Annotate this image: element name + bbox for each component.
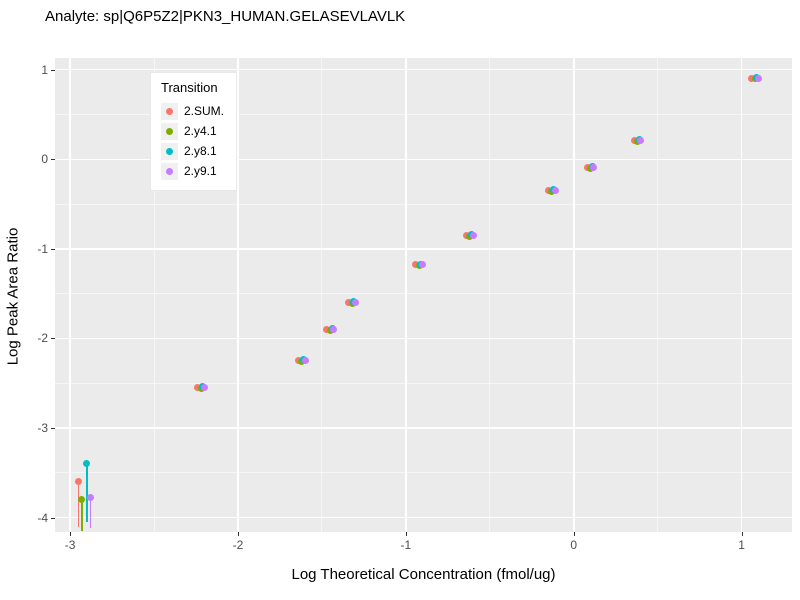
y-tick-label: 1 xyxy=(41,62,48,77)
gridline-minor-vertical xyxy=(657,58,659,532)
gridline-minor-horizontal xyxy=(55,113,792,115)
gridline-minor-vertical xyxy=(489,58,491,532)
y-tick-mark xyxy=(51,517,55,519)
y-tick-mark xyxy=(51,69,55,71)
data-point xyxy=(551,187,559,195)
gridline-minor-horizontal xyxy=(55,203,792,205)
x-tick-mark xyxy=(405,532,407,536)
legend-item-label: 2.SUM. xyxy=(184,104,225,118)
data-point xyxy=(590,163,598,171)
x-tick-mark xyxy=(741,532,743,536)
data-point xyxy=(86,494,94,502)
data-point xyxy=(330,325,338,333)
gridline-horizontal xyxy=(55,337,792,340)
range-segment xyxy=(89,497,91,529)
legend-key xyxy=(161,122,178,140)
data-point xyxy=(83,460,91,468)
x-axis-title: Log Theoretical Concentration (fmol/ug) xyxy=(291,566,556,583)
y-tick-mark xyxy=(51,428,55,430)
legend-key xyxy=(161,162,178,180)
x-tick-mark xyxy=(573,532,575,536)
y-tick-mark xyxy=(51,338,55,340)
gridline-minor-horizontal xyxy=(55,472,792,474)
gridline-minor-vertical xyxy=(153,58,155,532)
gridline-vertical xyxy=(573,58,575,532)
range-segment xyxy=(86,463,88,523)
y-tick-label: -3 xyxy=(37,421,48,436)
y-tick-label: -2 xyxy=(37,331,48,346)
data-point xyxy=(352,299,359,307)
legend-item: 2.SUM. xyxy=(161,101,224,121)
legend-title: Transition xyxy=(161,80,218,95)
gridline-horizontal xyxy=(55,516,792,519)
legend: Transition 2.SUM. 2.y4.1 2.y8.1 2.y9.1 xyxy=(150,72,238,191)
gridline-vertical xyxy=(69,58,71,532)
data-point xyxy=(469,231,477,239)
gridline-horizontal xyxy=(55,248,792,250)
legend-item-label: 2.y9.1 xyxy=(184,164,217,178)
legend-key xyxy=(161,102,178,120)
legend-item: 2.y4.1 xyxy=(161,121,224,141)
gridline-horizontal xyxy=(55,68,792,71)
gridline-minor-horizontal xyxy=(55,293,792,295)
data-point xyxy=(78,496,86,504)
data-point xyxy=(301,357,309,365)
data-point xyxy=(75,478,82,486)
y-tick-label: -4 xyxy=(37,510,48,525)
legend-item-label: 2.y8.1 xyxy=(184,144,217,158)
y-tick-label: 0 xyxy=(41,152,48,167)
y-tick-mark xyxy=(51,248,55,250)
legend-key-dot xyxy=(166,127,173,135)
legend-item: 2.y9.1 xyxy=(161,161,224,181)
x-tick-label: -1 xyxy=(400,538,412,552)
range-segment xyxy=(81,499,83,532)
x-tick-label: 1 xyxy=(738,538,745,552)
data-point xyxy=(754,75,762,83)
y-tick-label: -1 xyxy=(37,241,48,256)
x-tick-label: -2 xyxy=(232,538,244,552)
legend-item: 2.y8.1 xyxy=(161,141,224,161)
gridline-vertical xyxy=(740,58,743,532)
x-tick-mark xyxy=(70,532,72,536)
gridline-vertical xyxy=(237,58,239,532)
gridline-vertical xyxy=(405,58,407,532)
gridline-minor-vertical xyxy=(321,58,323,532)
data-point xyxy=(419,261,427,269)
legend-item-label: 2.y4.1 xyxy=(184,124,217,138)
data-point xyxy=(200,384,208,392)
gridline-horizontal xyxy=(55,158,792,160)
x-tick-label: 0 xyxy=(570,538,578,552)
legend-items: 2.SUM. 2.y4.1 2.y8.1 2.y9.1 xyxy=(161,101,224,181)
legend-key-dot xyxy=(166,107,173,115)
x-tick-label: -3 xyxy=(64,538,76,552)
range-segment xyxy=(77,481,80,527)
chart-title: Analyte: sp|Q6P5Z2|PKN3_HUMAN.GELASEVLAV… xyxy=(45,8,406,25)
legend-key-dot xyxy=(166,167,173,175)
data-point xyxy=(637,136,645,144)
x-tick-mark xyxy=(237,532,239,536)
y-axis-title: Log Peak Area Ratio xyxy=(4,227,22,366)
gridline-horizontal xyxy=(55,427,792,429)
gridline-minor-horizontal xyxy=(55,382,792,384)
legend-key-dot xyxy=(166,147,173,155)
y-tick-mark xyxy=(51,159,55,161)
legend-key xyxy=(161,142,178,160)
